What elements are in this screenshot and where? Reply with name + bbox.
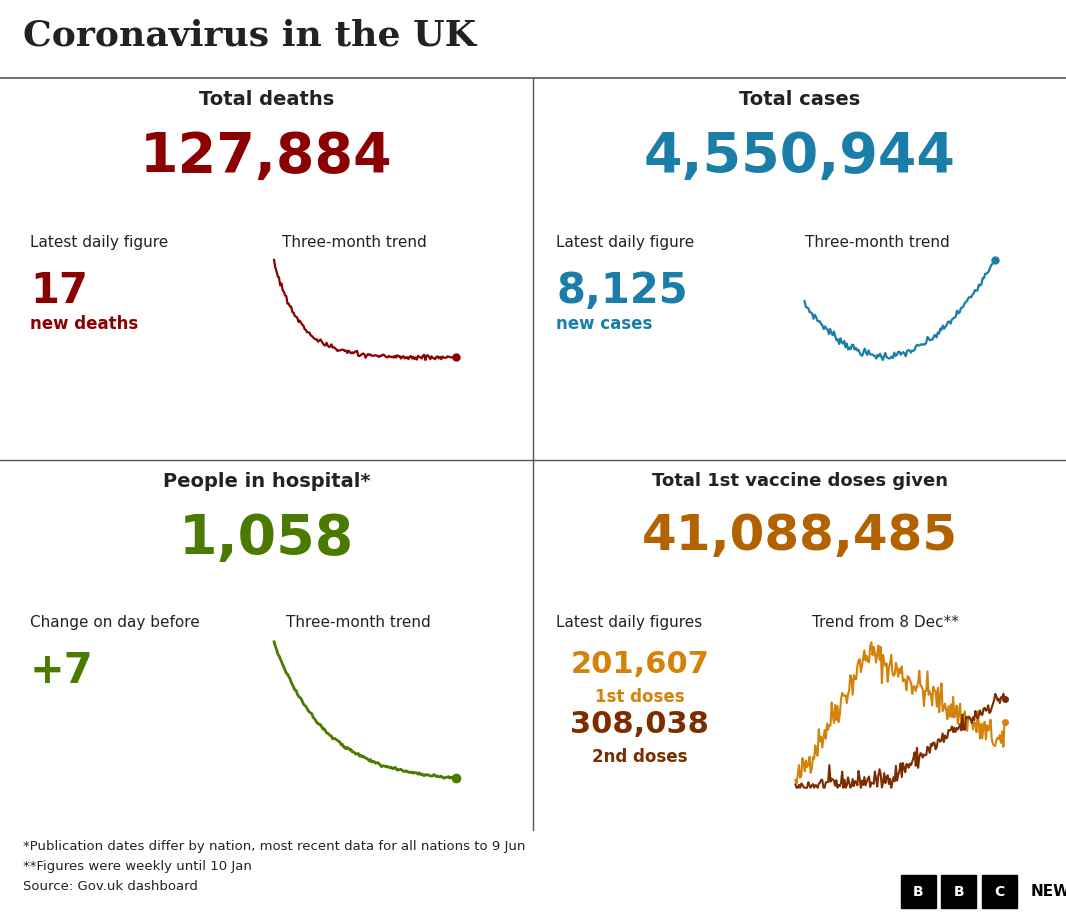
Text: 41,088,485: 41,088,485 — [642, 512, 957, 560]
Text: People in hospital*: People in hospital* — [163, 472, 370, 491]
Text: 1st doses: 1st doses — [595, 688, 684, 706]
Text: Trend from 8 Dec**: Trend from 8 Dec** — [812, 615, 959, 630]
Text: 4,550,944: 4,550,944 — [644, 130, 955, 184]
Text: Coronavirus in the UK: Coronavirus in the UK — [23, 18, 477, 52]
Text: Latest daily figures: Latest daily figures — [556, 615, 702, 630]
Text: B: B — [914, 885, 923, 899]
Text: Total deaths: Total deaths — [199, 90, 334, 109]
Text: Three-month trend: Three-month trend — [282, 235, 427, 250]
Text: 308,038: 308,038 — [570, 710, 709, 739]
Text: 201,607: 201,607 — [570, 650, 709, 679]
Text: B: B — [954, 885, 964, 899]
Text: NEWS: NEWS — [1031, 884, 1066, 899]
Text: 1,058: 1,058 — [179, 512, 354, 566]
Text: Change on day before: Change on day before — [30, 615, 199, 630]
Text: Three-month trend: Three-month trend — [286, 615, 431, 630]
Text: *Publication dates differ by nation, most recent data for all nations to 9 Jun: *Publication dates differ by nation, mos… — [23, 840, 526, 853]
Text: Total 1st vaccine doses given: Total 1st vaccine doses given — [651, 472, 948, 490]
Text: +7: +7 — [30, 650, 94, 692]
Text: new deaths: new deaths — [30, 315, 139, 333]
Text: Latest daily figure: Latest daily figure — [30, 235, 168, 250]
Text: C: C — [995, 885, 1004, 899]
Text: 127,884: 127,884 — [141, 130, 392, 184]
Text: Total cases: Total cases — [739, 90, 860, 109]
Text: **Figures were weekly until 10 Jan: **Figures were weekly until 10 Jan — [23, 860, 253, 873]
Text: 8,125: 8,125 — [556, 270, 688, 312]
Text: Three-month trend: Three-month trend — [805, 235, 950, 250]
Text: 2nd doses: 2nd doses — [592, 748, 688, 766]
Text: Latest daily figure: Latest daily figure — [556, 235, 695, 250]
Text: Source: Gov.uk dashboard: Source: Gov.uk dashboard — [23, 880, 198, 893]
Text: new cases: new cases — [556, 315, 652, 333]
Text: 17: 17 — [30, 270, 87, 312]
